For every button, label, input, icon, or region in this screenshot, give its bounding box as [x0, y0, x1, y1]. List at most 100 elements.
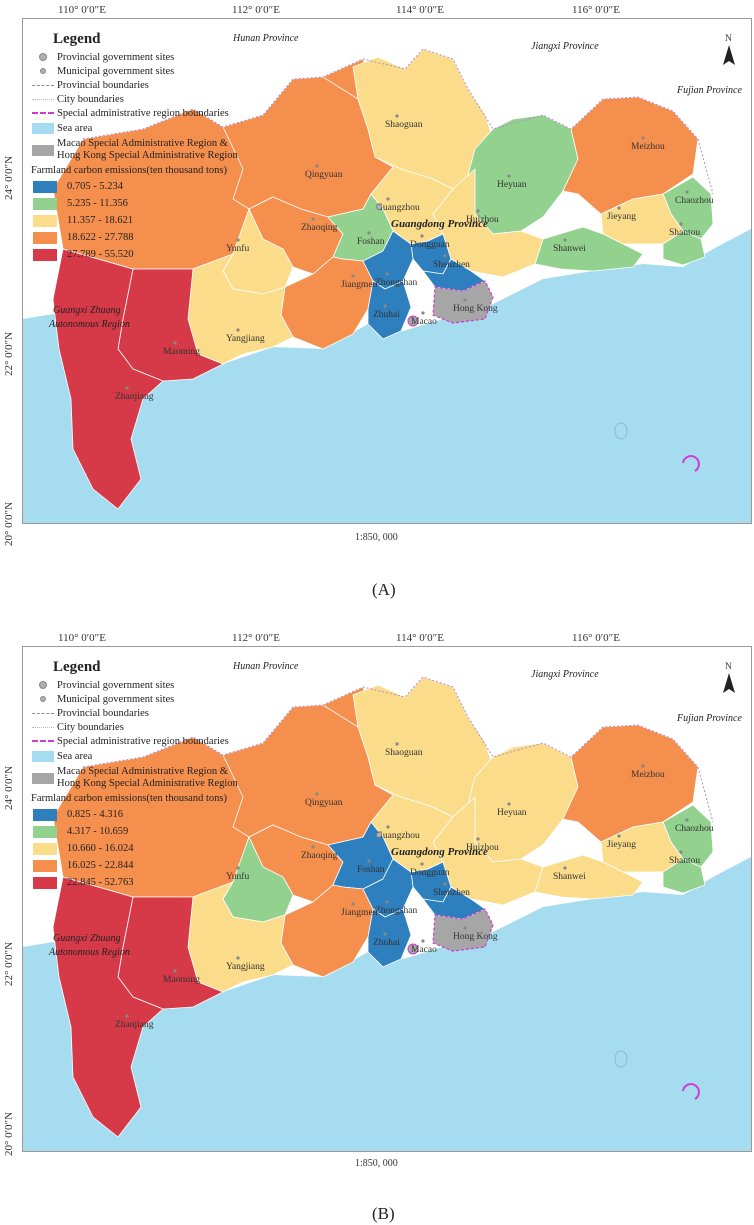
class-range: 5.235 - 11.356: [67, 198, 128, 209]
lat-label-20: 20° 0′0″N: [3, 501, 15, 546]
legend-row-provincial-sites: Provincial government sites: [29, 50, 279, 64]
lon-label-112: 112° 0′0″E: [232, 4, 280, 16]
municipal-site-jieyang: [617, 834, 621, 838]
north-arrow-icon: N: [723, 662, 735, 693]
lon-label-114: 114° 0′0″E: [396, 4, 444, 16]
legend-class-3: 10.660 - 16.024: [33, 840, 279, 857]
municipal-site-zhanjiang: [125, 1014, 129, 1018]
dashed-line-icon: [32, 712, 54, 714]
city-label-meizhou: Meizhou: [631, 770, 665, 780]
municipal-site-foshan: [367, 859, 371, 863]
city-label-meizhou: Meizhou: [631, 142, 665, 152]
city-label-zhuhai: Zhuhai: [373, 310, 400, 320]
municipal-site-dongguan: [420, 862, 424, 866]
municipal-site-maoming: [173, 969, 177, 973]
svg-text:N: N: [725, 34, 732, 44]
map-canvas-b: Shaoguan Qingyuan Heyuan Meizhou Chaozhou Sha…: [23, 647, 751, 1151]
municipal-site-qingyuan: [315, 164, 319, 168]
lat-label-22: 22° 0′0″N: [3, 941, 15, 986]
legend-class-5: 27.789 - 55.520: [33, 246, 279, 263]
city-label-zhongshan: Zhongshan: [375, 278, 417, 288]
lon-label-110: 110° 0′0″E: [58, 632, 106, 644]
region-zhanjiang: [52, 248, 164, 510]
legend-label: Macao Special Administrative Region & Hon…: [57, 138, 238, 161]
province-label-guangdong: Guangdong Province: [391, 218, 488, 230]
class-range: 0.705 - 5.234: [67, 181, 123, 192]
municipal-site-shenzhen: [443, 254, 447, 258]
sea-area: [23, 857, 751, 1151]
city-label-qingyuan: Qingyuan: [305, 798, 343, 808]
city-label-shaoguan: Shaoguan: [385, 120, 423, 130]
municipal-site-jieyang: [617, 206, 621, 210]
region-zhuhai: [367, 280, 412, 340]
legend-row-municipal-sites: Municipal government sites: [29, 64, 279, 78]
legend-class-4: 16.025 - 22.844: [33, 857, 279, 874]
city-label-shenzhen: Shenzhen: [433, 260, 470, 270]
sea-swatch: [32, 123, 54, 134]
scale-label-b: 1:850, 000: [355, 1158, 398, 1169]
legend-row-provincial-sites: Provincial government sites: [29, 678, 279, 692]
neighbor-jiangxi: Jiangxi Province: [531, 41, 599, 52]
city-label-yunfu: Yunfu: [226, 871, 249, 882]
city-label-dongguan: Dongguan: [410, 240, 450, 250]
municipal-site-shaoguan: [395, 742, 399, 746]
city-label-zhaoqing: Zhaoqing: [301, 223, 338, 233]
provincial-site: [376, 832, 382, 838]
legend-row-sar-boundaries: Special administrative region boundaries: [29, 106, 279, 120]
neighbor-guangxi-2: Autonomous Region: [48, 319, 130, 330]
legend-title: Legend: [53, 659, 101, 675]
north-arrow-icon: N: [723, 34, 735, 65]
class-range: 22.845 - 52.763: [67, 877, 134, 888]
class-swatch: [33, 842, 57, 855]
dashed-line-icon: [32, 84, 54, 86]
legend-b: Legend Provincial government sites Municip…: [29, 659, 279, 891]
provincial-boundary: [82, 676, 714, 823]
legend-label: Special administrative region boundaries: [57, 107, 229, 119]
municipal-site-hongkong: [463, 298, 467, 302]
city-label-yangjiang: Yangjiang: [226, 334, 265, 344]
lat-label-24: 24° 0′0″N: [3, 155, 15, 200]
provincial-site-icon: [39, 53, 47, 61]
region-shenzhen: [422, 886, 486, 920]
neighbor-guangxi-1: Guangxi Zhuang: [53, 305, 121, 316]
legend-row-provincial-boundaries: Provincial boundaries: [29, 706, 279, 720]
municipal-site-zhuhai: [383, 932, 387, 936]
city-label-jieyang: Jieyang: [607, 212, 636, 222]
map-frame-b: Shaoguan Qingyuan Heyuan Meizhou Chaozhou Sha…: [22, 646, 752, 1152]
class-range: 18.622 - 27.788: [67, 232, 134, 243]
city-label-guangzhou: Guangzhou: [376, 203, 420, 213]
city-label-qingyuan: Qingyuan: [305, 170, 343, 180]
legend-title: Legend: [53, 31, 101, 47]
municipal-site-shantou: [679, 850, 683, 854]
municipal-site-meizhou: [641, 136, 645, 140]
city-label-heyuan: Heyuan: [497, 180, 527, 190]
map-canvas-a: Shaoguan Qingyuan Heyuan Meizhou Chaozhou Sha…: [23, 19, 751, 523]
municipal-site-icon: [40, 696, 46, 702]
municipal-site-macao: [421, 939, 425, 943]
legend-a: Legend Provincial government sites Municip…: [29, 31, 279, 263]
class-swatch: [33, 231, 57, 244]
region-shanwei: [534, 226, 644, 272]
region-shantou: [662, 230, 706, 266]
city-label-shaoguan: Shaoguan: [385, 748, 423, 758]
city-label-chaozhou: Chaozhou: [675, 196, 714, 206]
city-label-hongkong: Hong Kong: [453, 304, 498, 314]
provincial-site: [376, 204, 382, 210]
legend-class-4: 18.622 - 27.788: [33, 229, 279, 246]
municipal-site-dongguan: [420, 234, 424, 238]
city-label-macao: Macao: [411, 945, 437, 955]
legend-label: Macao Special Administrative Region & Hon…: [57, 766, 238, 789]
sar-swatch: [32, 144, 54, 156]
city-label-zhongshan: Zhongshan: [375, 906, 417, 916]
municipal-site-maoming: [173, 341, 177, 345]
legend-class-1: 0.705 - 5.234: [33, 178, 279, 195]
legend-row-sar: Macao Special Administrative Region & Hon…: [29, 137, 279, 163]
region-hongkong: [432, 280, 494, 324]
city-label-zhanjiang: Zhanjiang: [115, 392, 154, 402]
legend-label: Sea area: [57, 123, 93, 134]
municipal-site-yunfu: [236, 866, 240, 870]
legend-row-sea-area: Sea area: [29, 120, 279, 137]
city-label-huizhou: Huizhou: [466, 843, 499, 853]
class-swatch: [33, 876, 57, 889]
legend-class-2: 5.235 - 11.356: [33, 195, 279, 212]
